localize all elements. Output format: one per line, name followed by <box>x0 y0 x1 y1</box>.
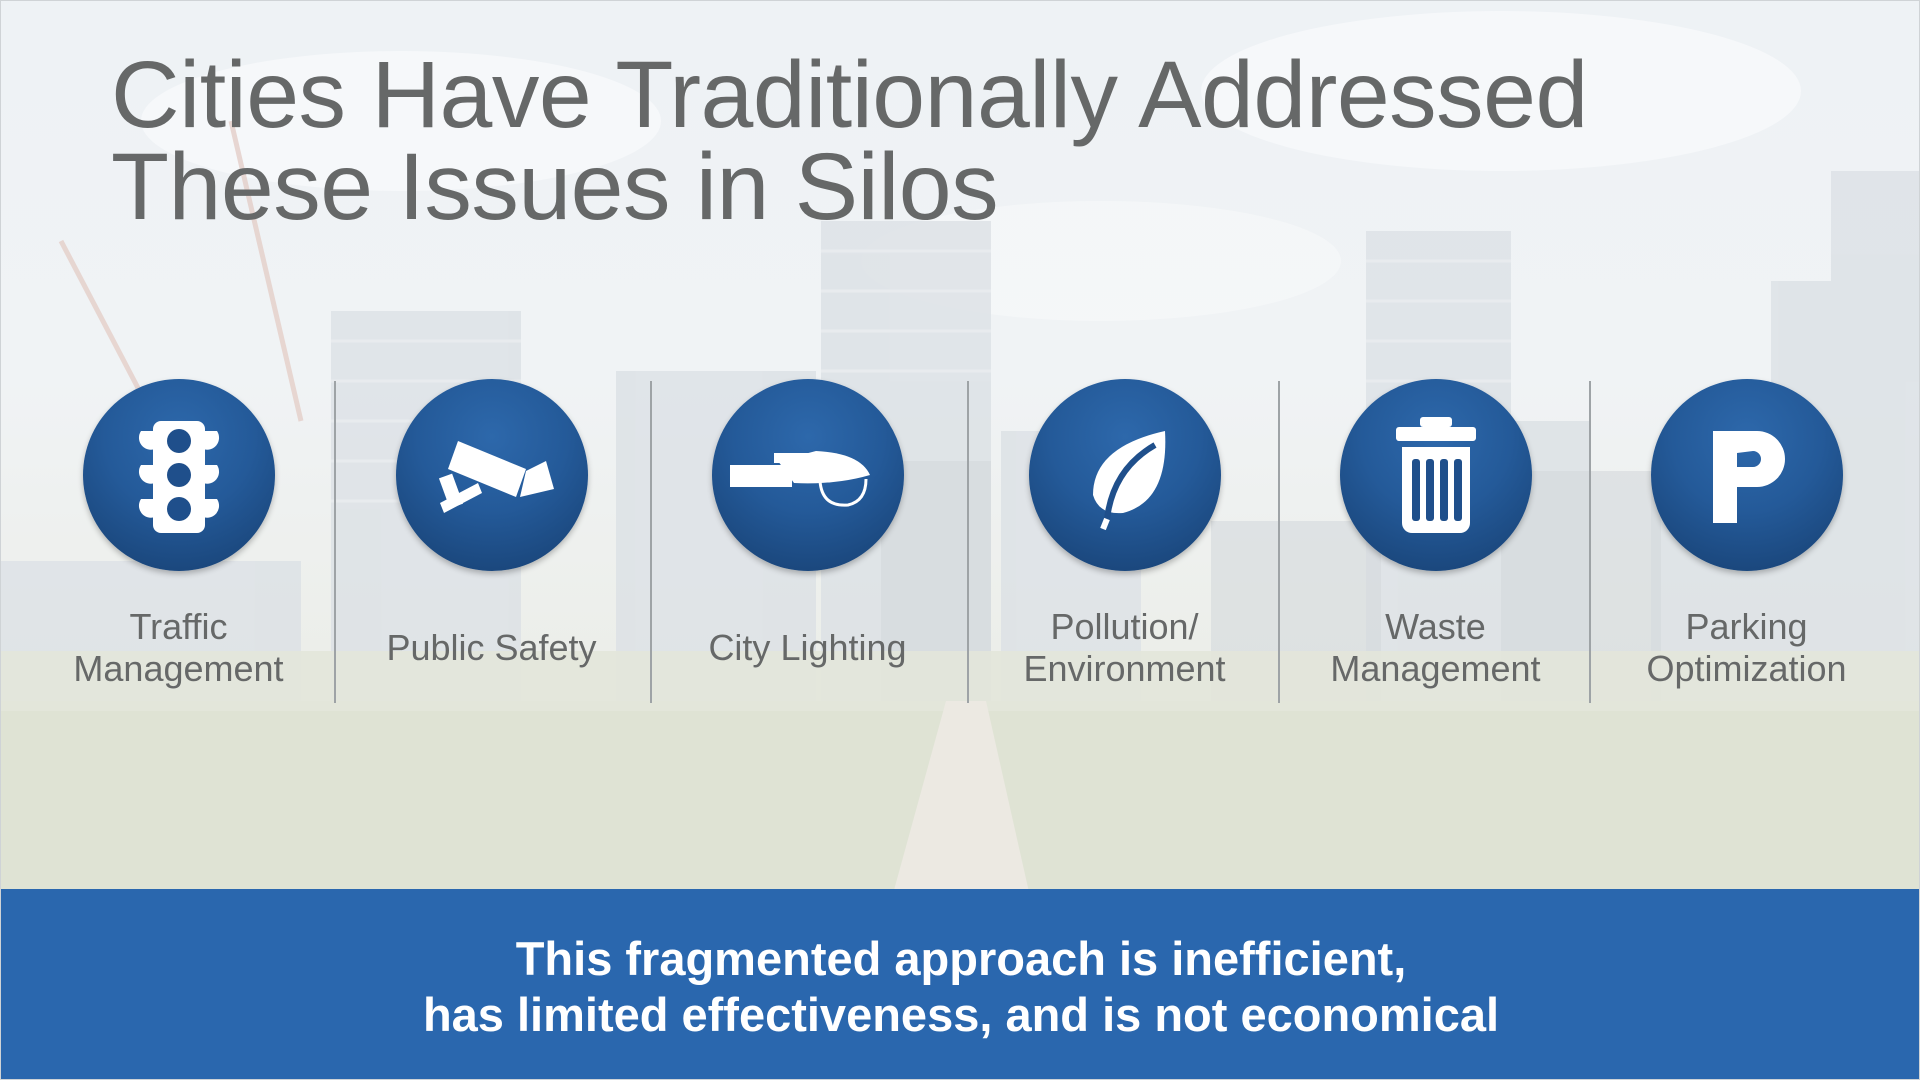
divider <box>1278 381 1280 703</box>
divider <box>650 381 652 703</box>
silo-public-safety: Public Safety <box>334 371 649 711</box>
parking-icon <box>1650 379 1843 571</box>
silo-traffic-management: Traffic Management <box>21 371 336 711</box>
silo-label: Parking Optimization <box>1646 606 1847 689</box>
divider <box>334 381 336 703</box>
title-line-1: Cities Have Traditionally Addressed <box>111 42 1588 148</box>
silo-waste-management: Waste Management <box>1278 371 1593 711</box>
slide-title: Cities Have Traditionally Addressed Thes… <box>111 42 1811 240</box>
divider <box>1589 381 1591 703</box>
leaf-icon <box>1028 379 1221 571</box>
silo-label: Pollution/ Environment <box>1023 606 1226 689</box>
conclusion-banner: This fragmented approach is inefficient,… <box>1 889 1919 1079</box>
silo-label: Traffic Management <box>73 606 284 689</box>
silo-parking-optimization: Parking Optimization <box>1589 371 1904 711</box>
silo-row: Traffic Management Public Safety <box>1 371 1919 711</box>
banner-line-2: has limited effectiveness, and is not ec… <box>422 988 1500 1041</box>
security-camera-icon <box>395 379 588 571</box>
silo-label: City Lighting <box>708 627 907 668</box>
street-light-icon <box>711 379 904 571</box>
divider <box>967 381 969 703</box>
silo-label: Public Safety <box>386 627 597 668</box>
silo-label: Waste Management <box>1330 606 1541 689</box>
banner-line-1: This fragmented approach is inefficient, <box>515 932 1407 985</box>
title-line-2: These Issues in Silos <box>111 134 999 240</box>
silo-pollution-environment: Pollution/ Environment <box>967 371 1282 711</box>
traffic-light-icon <box>82 379 275 571</box>
trash-can-icon <box>1339 379 1532 571</box>
silo-city-lighting: City Lighting <box>650 371 965 711</box>
